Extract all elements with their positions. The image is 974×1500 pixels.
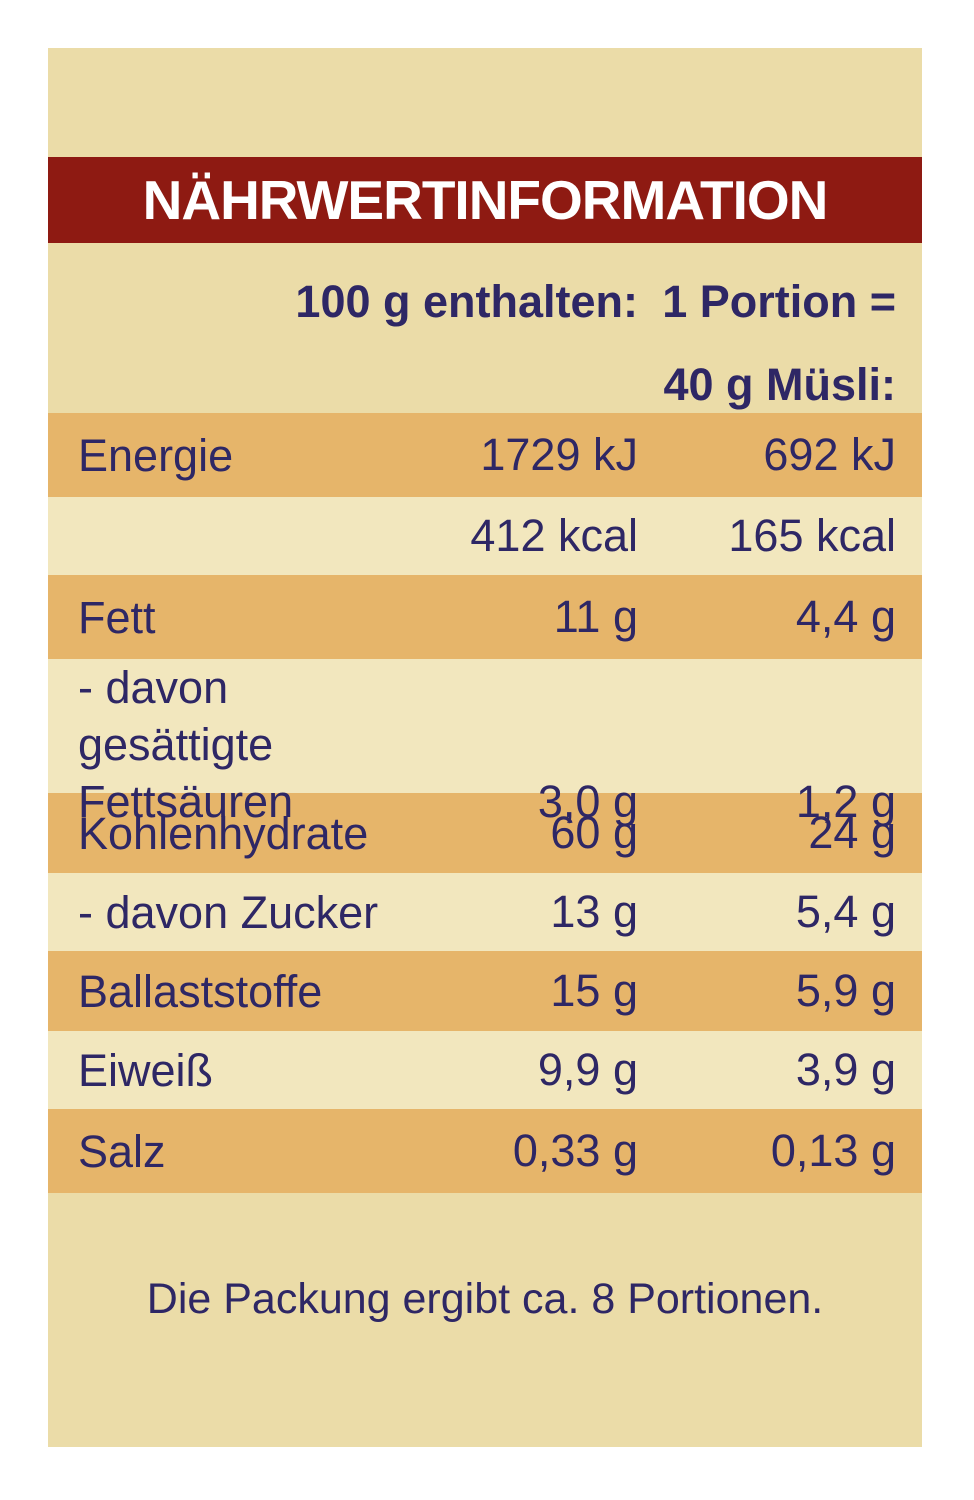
column-headers: 100 g enthalten: 1 Portion = 40 g Müsli: (48, 243, 922, 413)
card-top-margin (48, 48, 922, 157)
row-zucker: - davon Zucker 13 g 5,4 g (48, 873, 922, 951)
row-salz: Salz 0,33 g 0,13 g (48, 1109, 922, 1193)
nutrient-label: Salz (78, 1125, 166, 1177)
nutrition-title: NÄHRWERTINFORMATION (142, 169, 829, 231)
row-eiweiss: Eiweiß 9,9 g 3,9 g (48, 1031, 922, 1109)
value-per-100g: 13 g (550, 886, 638, 937)
value-per-100g: 1729 kJ (480, 429, 638, 480)
value-per-portion: 5,4 g (795, 886, 896, 937)
per-portion-header-line1: 1 Portion = (662, 276, 896, 327)
nutrition-table: Energie 1729 kJ 692 kJ 412 kcal 165 kcal… (48, 413, 922, 1193)
row-kcal: 412 kcal 165 kcal (48, 497, 922, 575)
value-per-100g: 0,33 g (512, 1125, 638, 1176)
value-per-portion: 4,4 g (795, 591, 896, 642)
value-per-100g: 3,0 g (537, 776, 638, 827)
value-per-100g: 11 g (553, 591, 638, 642)
value-per-portion: 1,2 g (795, 776, 896, 827)
value-per-portion: 5,9 g (795, 965, 896, 1016)
value-per-100g: 60 g (550, 807, 638, 858)
row-energie: Energie 1729 kJ 692 kJ (48, 413, 922, 497)
nutrient-label: Energie (78, 429, 234, 481)
value-per-100g: 9,9 g (537, 1044, 638, 1095)
row-fett: Fett 11 g 4,4 g (48, 575, 922, 659)
nutrient-label: - davon gesättigte Fettsäuren (78, 662, 294, 827)
nutrient-label: Kohlenhydrate (78, 807, 369, 859)
nutrient-label: Eiweiß (78, 1044, 214, 1096)
row-ballaststoffe: Ballaststoffe 15 g 5,9 g (48, 951, 922, 1031)
value-per-portion: 692 kJ (763, 429, 896, 480)
title-band: NÄHRWERTINFORMATION (48, 157, 922, 243)
row-kohlenhydrate: Kohlenhydrate 60 g 24 g (48, 793, 922, 873)
value-per-portion: 165 kcal (728, 510, 896, 561)
nutrient-label: Ballaststoffe (78, 965, 323, 1017)
value-per-portion: 3,9 g (795, 1044, 896, 1095)
footer-note: Die Packung ergibt ca. 8 Portionen. (146, 1275, 824, 1323)
per-100g-header: 100 g enthalten: (295, 276, 638, 327)
row-gesaettigte-fettsaeuren: - davon gesättigte Fettsäuren 3,0 g 1,2 … (48, 659, 922, 827)
value-per-portion: 0,13 g (770, 1125, 896, 1176)
per-portion-header: 1 Portion = 40 g Müsli: (638, 273, 896, 413)
nutrition-label-card: NÄHRWERTINFORMATION 100 g enthalten: 1 P… (48, 48, 922, 1447)
value-per-100g: 15 g (550, 965, 638, 1016)
nutrient-label: Fett (78, 591, 156, 643)
per-portion-header-line2: 40 g Müsli: (663, 359, 896, 410)
value-per-100g: 412 kcal (470, 510, 638, 561)
nutrient-label: - davon Zucker (78, 886, 379, 938)
value-per-portion: 24 g (808, 807, 896, 858)
